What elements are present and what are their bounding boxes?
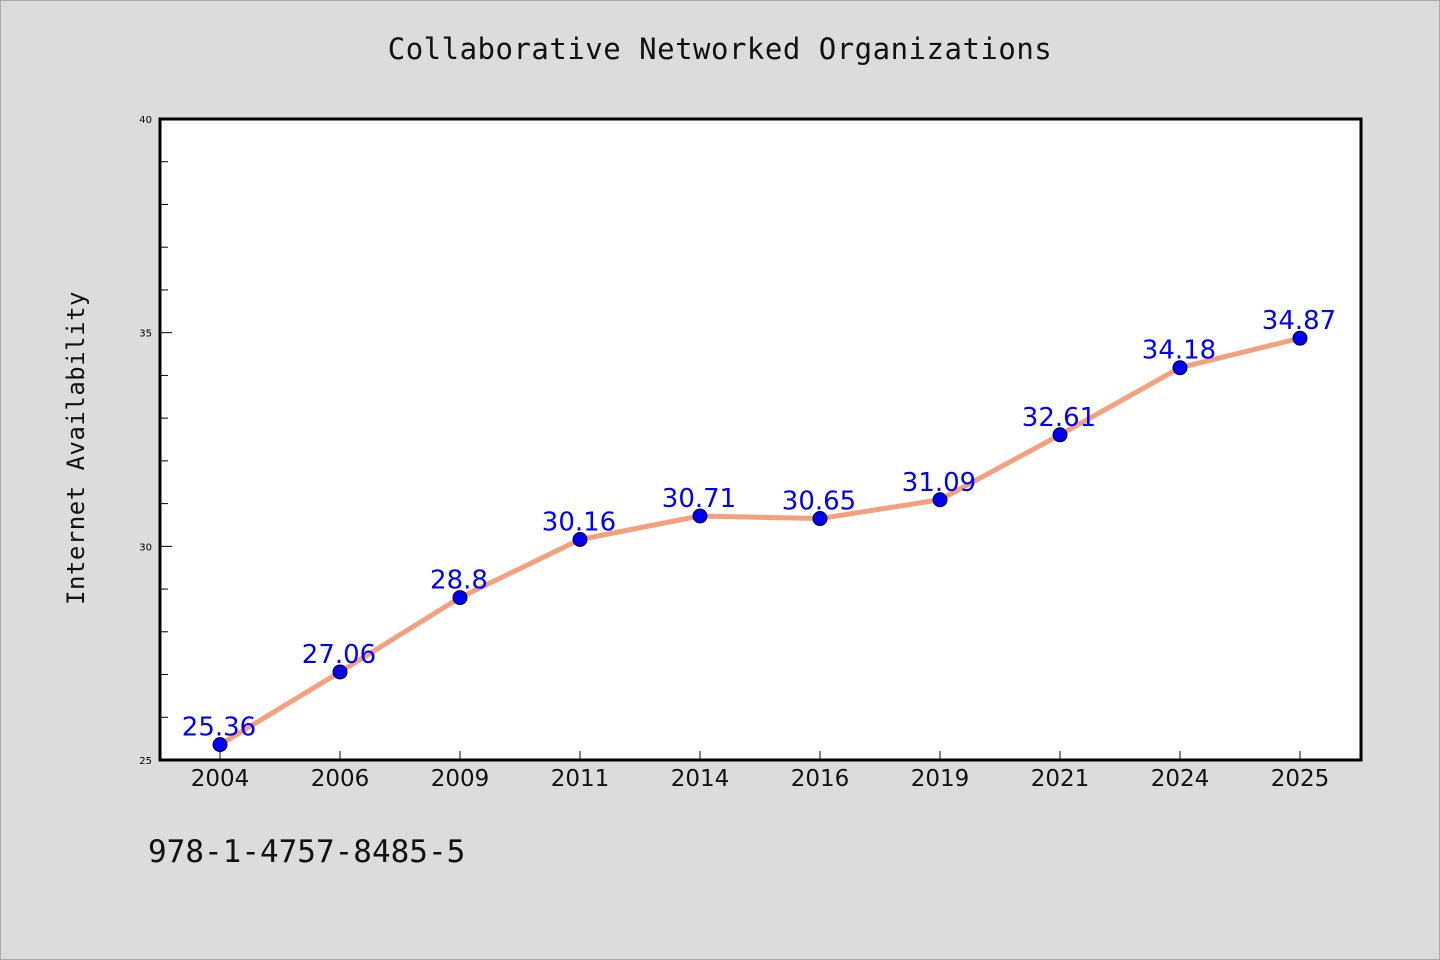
data-point <box>452 590 468 606</box>
data-point <box>1292 330 1308 346</box>
y-axis: 25 30 35 40 <box>139 115 172 767</box>
data-point <box>572 531 588 547</box>
data-label: 28.8 <box>430 566 488 596</box>
x-tick-label: 2016 <box>791 766 850 792</box>
data-point <box>932 492 948 508</box>
data-point <box>1052 427 1068 443</box>
x-tick-label: 2014 <box>671 766 730 792</box>
series-layer <box>212 330 1308 753</box>
plot-area <box>158 117 1363 762</box>
x-tick-label: 2019 <box>911 766 970 792</box>
series-line <box>217 335 1303 748</box>
footer-code: 978-1-4757-8485-5 <box>148 834 466 870</box>
x-tick-label: 2004 <box>191 766 250 792</box>
data-label: 30.71 <box>662 484 736 514</box>
data-label: 31.09 <box>902 468 976 498</box>
y-tick-label: 30 <box>139 542 152 553</box>
data-point <box>332 664 348 680</box>
data-point <box>812 511 828 527</box>
data-label: 32.61 <box>1022 403 1096 433</box>
y-tick-label: 25 <box>139 756 152 767</box>
x-tick-label: 2009 <box>431 766 490 792</box>
data-label: 25.36 <box>182 713 256 743</box>
data-label: 34.87 <box>1262 306 1336 336</box>
y-tick-label: 40 <box>139 115 152 126</box>
data-point <box>212 737 228 753</box>
chart-title: Collaborative Networked Organizations <box>387 32 1053 66</box>
x-tick-label: 2025 <box>1271 766 1330 792</box>
data-label: 27.06 <box>302 640 376 670</box>
x-tick-label: 2024 <box>1151 766 1210 792</box>
x-tick-label: 2006 <box>311 766 370 792</box>
data-point <box>1172 360 1188 376</box>
data-labels-layer: 25.36 27.06 28.8 30.16 30.71 30.65 31.09 32.61 3… <box>182 306 1336 742</box>
x-tick-label: 2011 <box>551 766 610 792</box>
data-label: 34.18 <box>1142 336 1216 366</box>
data-label: 30.65 <box>782 487 856 517</box>
y-tick-label: 35 <box>139 329 152 340</box>
data-point <box>692 508 708 524</box>
data-label: 30.16 <box>542 507 616 537</box>
x-axis: 2004 2006 2009 2011 2014 2016 2019 2021 2024 2025 <box>191 751 1330 792</box>
x-tick-label: 2021 <box>1031 766 1090 792</box>
